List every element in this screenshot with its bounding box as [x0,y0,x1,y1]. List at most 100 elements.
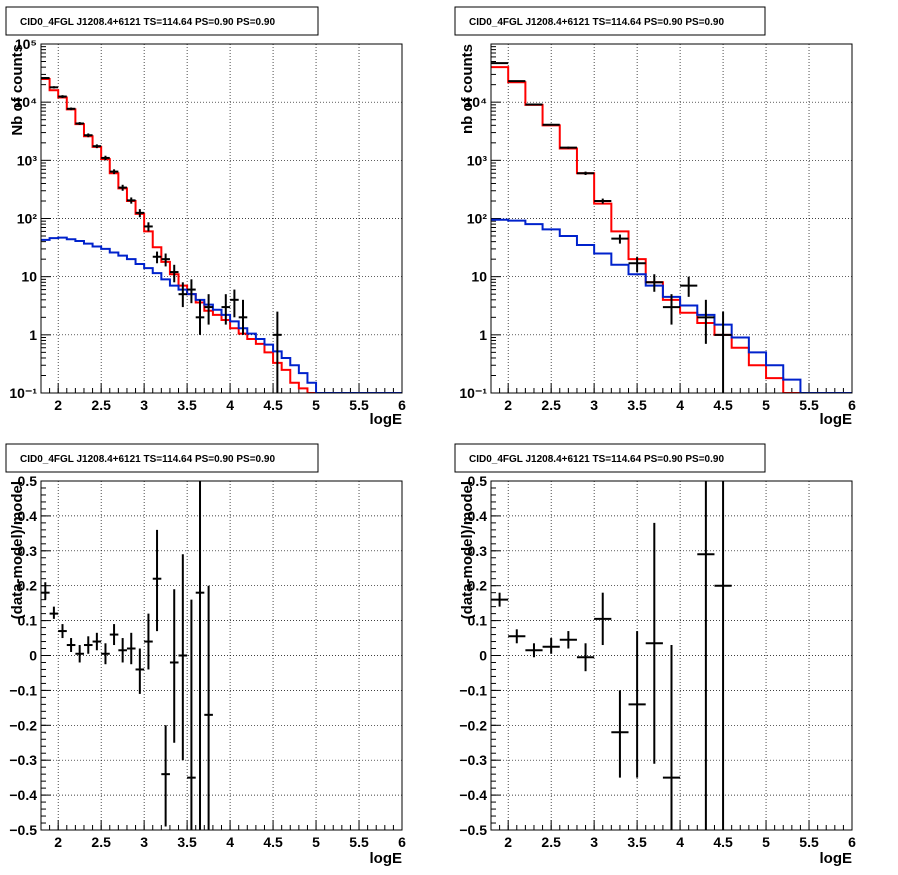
x-tick-label: 6 [848,397,856,413]
data-point [41,77,50,80]
x-tick-label: 4 [226,397,234,413]
y-tick-label: 0.3 [18,543,38,559]
x-tick-label: 5.5 [799,834,819,850]
data-point [508,629,526,644]
y-tick-label: 10⁻¹ [9,385,37,401]
y-tick-label: 0 [479,648,487,664]
y-tick-label: 10 [471,269,487,285]
data-point [178,554,188,761]
data-point [221,294,231,325]
data-point [83,636,93,654]
y-tick-label: −0.1 [9,682,37,698]
data-point [195,481,205,830]
data-point [662,645,681,830]
y-tick-label: −0.4 [459,787,487,803]
x-tick-label: 4 [676,397,684,413]
x-tick-label: 4.5 [713,834,733,850]
data-point [58,95,67,98]
x-tick-label: 2 [504,397,512,413]
data-point [49,606,59,619]
data-point [75,122,84,125]
data-point [204,294,213,325]
data-point [697,299,715,344]
data-point [680,276,698,297]
data-point [152,251,162,264]
x-tick-label: 4.5 [263,397,283,413]
x-tick-label: 2.5 [541,834,561,850]
x-tick-label: 3 [590,397,598,413]
data-point [491,62,509,65]
y-tick-label: 10³ [17,152,38,168]
x-tick-label: 6 [848,834,856,850]
x-tick-label: 6 [398,834,406,850]
y-axis-label: (data-model)/model [459,481,476,619]
x-tick-label: 5 [762,834,770,850]
data-point [152,529,162,632]
plot-title: CID0_4FGL J1208.4+6121 TS=114.64 PS=0.90… [469,17,724,28]
data-point [66,107,76,111]
y-tick-label: −0.3 [9,752,37,768]
data-point [92,632,102,651]
title-box [5,6,319,36]
data-point [144,222,153,232]
data-point [611,690,629,778]
data-point [187,599,196,830]
x-tick-label: 3 [140,397,148,413]
x-tick-label: 5 [312,397,320,413]
data-point [525,103,543,106]
data-point [628,631,646,778]
y-tick-label: 0.3 [468,543,488,559]
title-box [454,6,766,36]
data-point [135,648,145,694]
plot-title: CID0_4FGL J1208.4+6121 TS=114.64 PS=0.90… [20,454,275,465]
data-point [576,643,595,672]
plot-title: CID0_4FGL J1208.4+6121 TS=114.64 PS=0.90… [20,17,275,28]
plot-area [491,62,852,393]
y-tick-label: −0.2 [459,717,487,733]
data-point [118,638,127,663]
data-point [662,294,681,325]
data-point [525,643,543,658]
y-tick-label: 10⁻¹ [459,385,487,401]
data-point [187,279,196,304]
data-point [178,282,188,308]
x-tick-label: 3.5 [627,834,647,850]
data-point [559,146,577,149]
data-point [273,311,282,393]
pad-residuals-left: 2 2.5 3 3.5 4 4.5 5 5.5 6 −0.5 −0.4 −0.3 −0.2 −0.1 0 0.… [5,443,406,867]
data-point [58,624,67,639]
plot-area [41,77,402,393]
background-model-histogram [491,218,852,393]
y-tick-label: −0.1 [459,682,487,698]
y-tick-label: 10⁴ [15,94,38,110]
x-tick-label: 5.5 [349,397,369,413]
plot-frame [490,480,853,831]
data-point [41,582,50,600]
x-tick-label: 3.5 [177,397,197,413]
x-tick-label: 2 [54,834,62,850]
data-point [576,171,595,175]
y-tick-label: −0.5 [9,822,37,838]
data-point [144,613,153,670]
data-point [594,592,612,646]
x-tick-label: 3 [590,834,598,850]
x-tick-label: 5 [312,834,320,850]
x-tick-label: 3.5 [177,834,197,850]
title-box [454,443,766,473]
data-point [83,133,93,138]
data-point [611,234,629,244]
x-tick-label: 6 [398,397,406,413]
pad-residuals-right: 2 2.5 3 3.5 4 4.5 5 5.5 6 −0.5 −0.4 −0.3 −0.2 −0.1 0 0.… [454,443,856,867]
y-tick-label: 10³ [467,152,488,168]
data-point [195,299,205,335]
data-point [92,144,102,149]
data-point [238,299,248,335]
x-tick-label: 5.5 [799,397,819,413]
data-point [126,197,136,204]
y-axis-label: Nb of counts [9,44,26,136]
y-tick-label: 1 [479,327,487,343]
x-tick-label: 5 [762,397,770,413]
y-tick-label: 0.5 [468,473,488,489]
x-tick-label: 4 [226,834,234,850]
y-tick-label: 0.5 [18,473,38,489]
